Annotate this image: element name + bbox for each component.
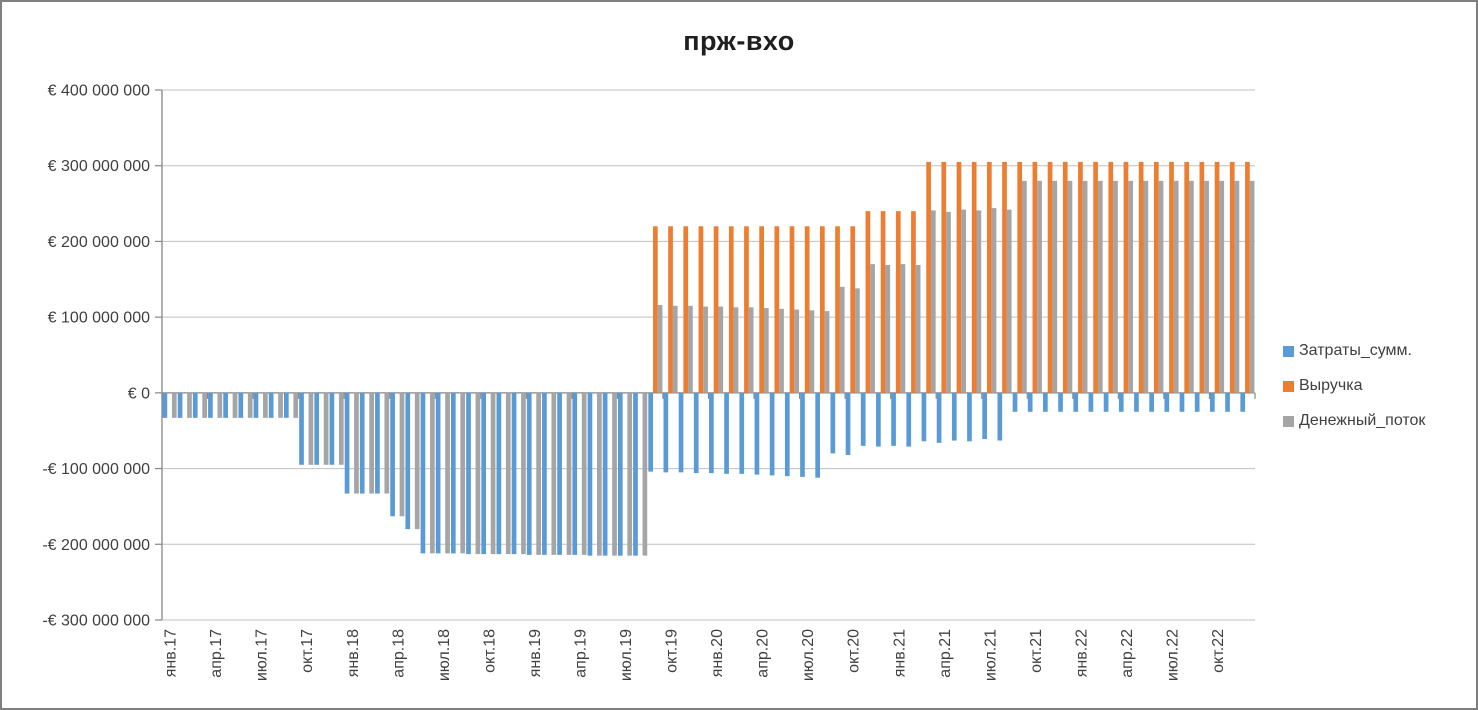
svg-text:€ 300 000 000: € 300 000 000 [48, 158, 150, 175]
y-axis-labels: € 400 000 000 € 300 000 000 € 200 000 000 €… [42, 83, 150, 630]
svg-text:-€ 100 000 000: -€ 100 000 000 [42, 461, 150, 478]
axis-lines [161, 90, 1255, 620]
svg-text:апр.22: апр.22 [1119, 629, 1136, 678]
legend-label-denezhny: Денежный_поток [1299, 412, 1426, 429]
legend: Затраты_сумм. Выручка Денежный_поток [1283, 342, 1426, 448]
legend-swatch-vyruchka-icon [1283, 380, 1294, 392]
svg-text:июл.20: июл.20 [800, 629, 817, 681]
svg-text:окт.22: окт.22 [1210, 629, 1227, 673]
svg-text:окт.20: окт.20 [846, 629, 863, 673]
svg-text:€ 200 000 000: € 200 000 000 [48, 234, 150, 251]
svg-text:апр.17: апр.17 [208, 629, 225, 678]
series-bars-1[interactable] [653, 161, 1250, 393]
svg-text:€ 400 000 000: € 400 000 000 [48, 83, 150, 100]
svg-text:янв.18: янв.18 [345, 629, 362, 677]
legend-label-vyruchka: Выручка [1299, 377, 1363, 394]
svg-text:июл.21: июл.21 [982, 629, 999, 681]
legend-swatch-zatraty-icon [1283, 345, 1294, 357]
series-bars-2[interactable] [171, 180, 1255, 556]
svg-text:окт.17: окт.17 [299, 629, 316, 673]
x-axis-labels: янв.17 апр.17 июл.17 окт.17 янв.18 апр.18 июл.… [163, 629, 1227, 681]
svg-text:янв.22: янв.22 [1073, 629, 1090, 677]
svg-text:апр.21: апр.21 [937, 629, 954, 678]
svg-text:апр.19: апр.19 [572, 629, 589, 678]
svg-text:июл.17: июл.17 [254, 629, 271, 681]
series-bars-0[interactable] [162, 392, 1246, 556]
svg-text:окт.19: окт.19 [664, 629, 681, 673]
svg-text:янв.17: янв.17 [163, 629, 180, 677]
svg-text:янв.20: янв.20 [709, 629, 726, 677]
svg-text:июл.19: июл.19 [618, 629, 635, 681]
legend-item-zatraty[interactable]: Затраты_сумм. [1283, 342, 1425, 359]
svg-text:янв.21: янв.21 [891, 629, 908, 677]
svg-text:янв.19: янв.19 [527, 629, 544, 677]
svg-text:€ 100 000 000: € 100 000 000 [48, 310, 150, 327]
axis-ticks [155, 89, 1256, 621]
svg-text:-€ 200 000 000: -€ 200 000 000 [42, 537, 150, 554]
svg-text:апр.18: апр.18 [390, 629, 407, 678]
legend-label-zatraty: Затраты_сумм. [1299, 342, 1412, 359]
svg-text:апр.20: апр.20 [755, 629, 772, 678]
legend-item-vyruchka[interactable]: Выручка [1283, 377, 1425, 394]
legend-swatch-denezhny-icon [1283, 415, 1294, 427]
svg-text:июл.22: июл.22 [1165, 629, 1182, 681]
chart-title[interactable]: прж-вхо [683, 26, 795, 56]
svg-text:€ 0: € 0 [128, 385, 150, 402]
legend-item-denezhny[interactable]: Денежный_поток [1283, 412, 1426, 429]
svg-text:июл.18: июл.18 [436, 629, 453, 681]
svg-text:окт.21: окт.21 [1028, 629, 1045, 673]
svg-text:окт.18: окт.18 [481, 629, 498, 673]
svg-text:-€ 300 000 000: -€ 300 000 000 [42, 613, 150, 630]
gridlines [162, 89, 1255, 621]
